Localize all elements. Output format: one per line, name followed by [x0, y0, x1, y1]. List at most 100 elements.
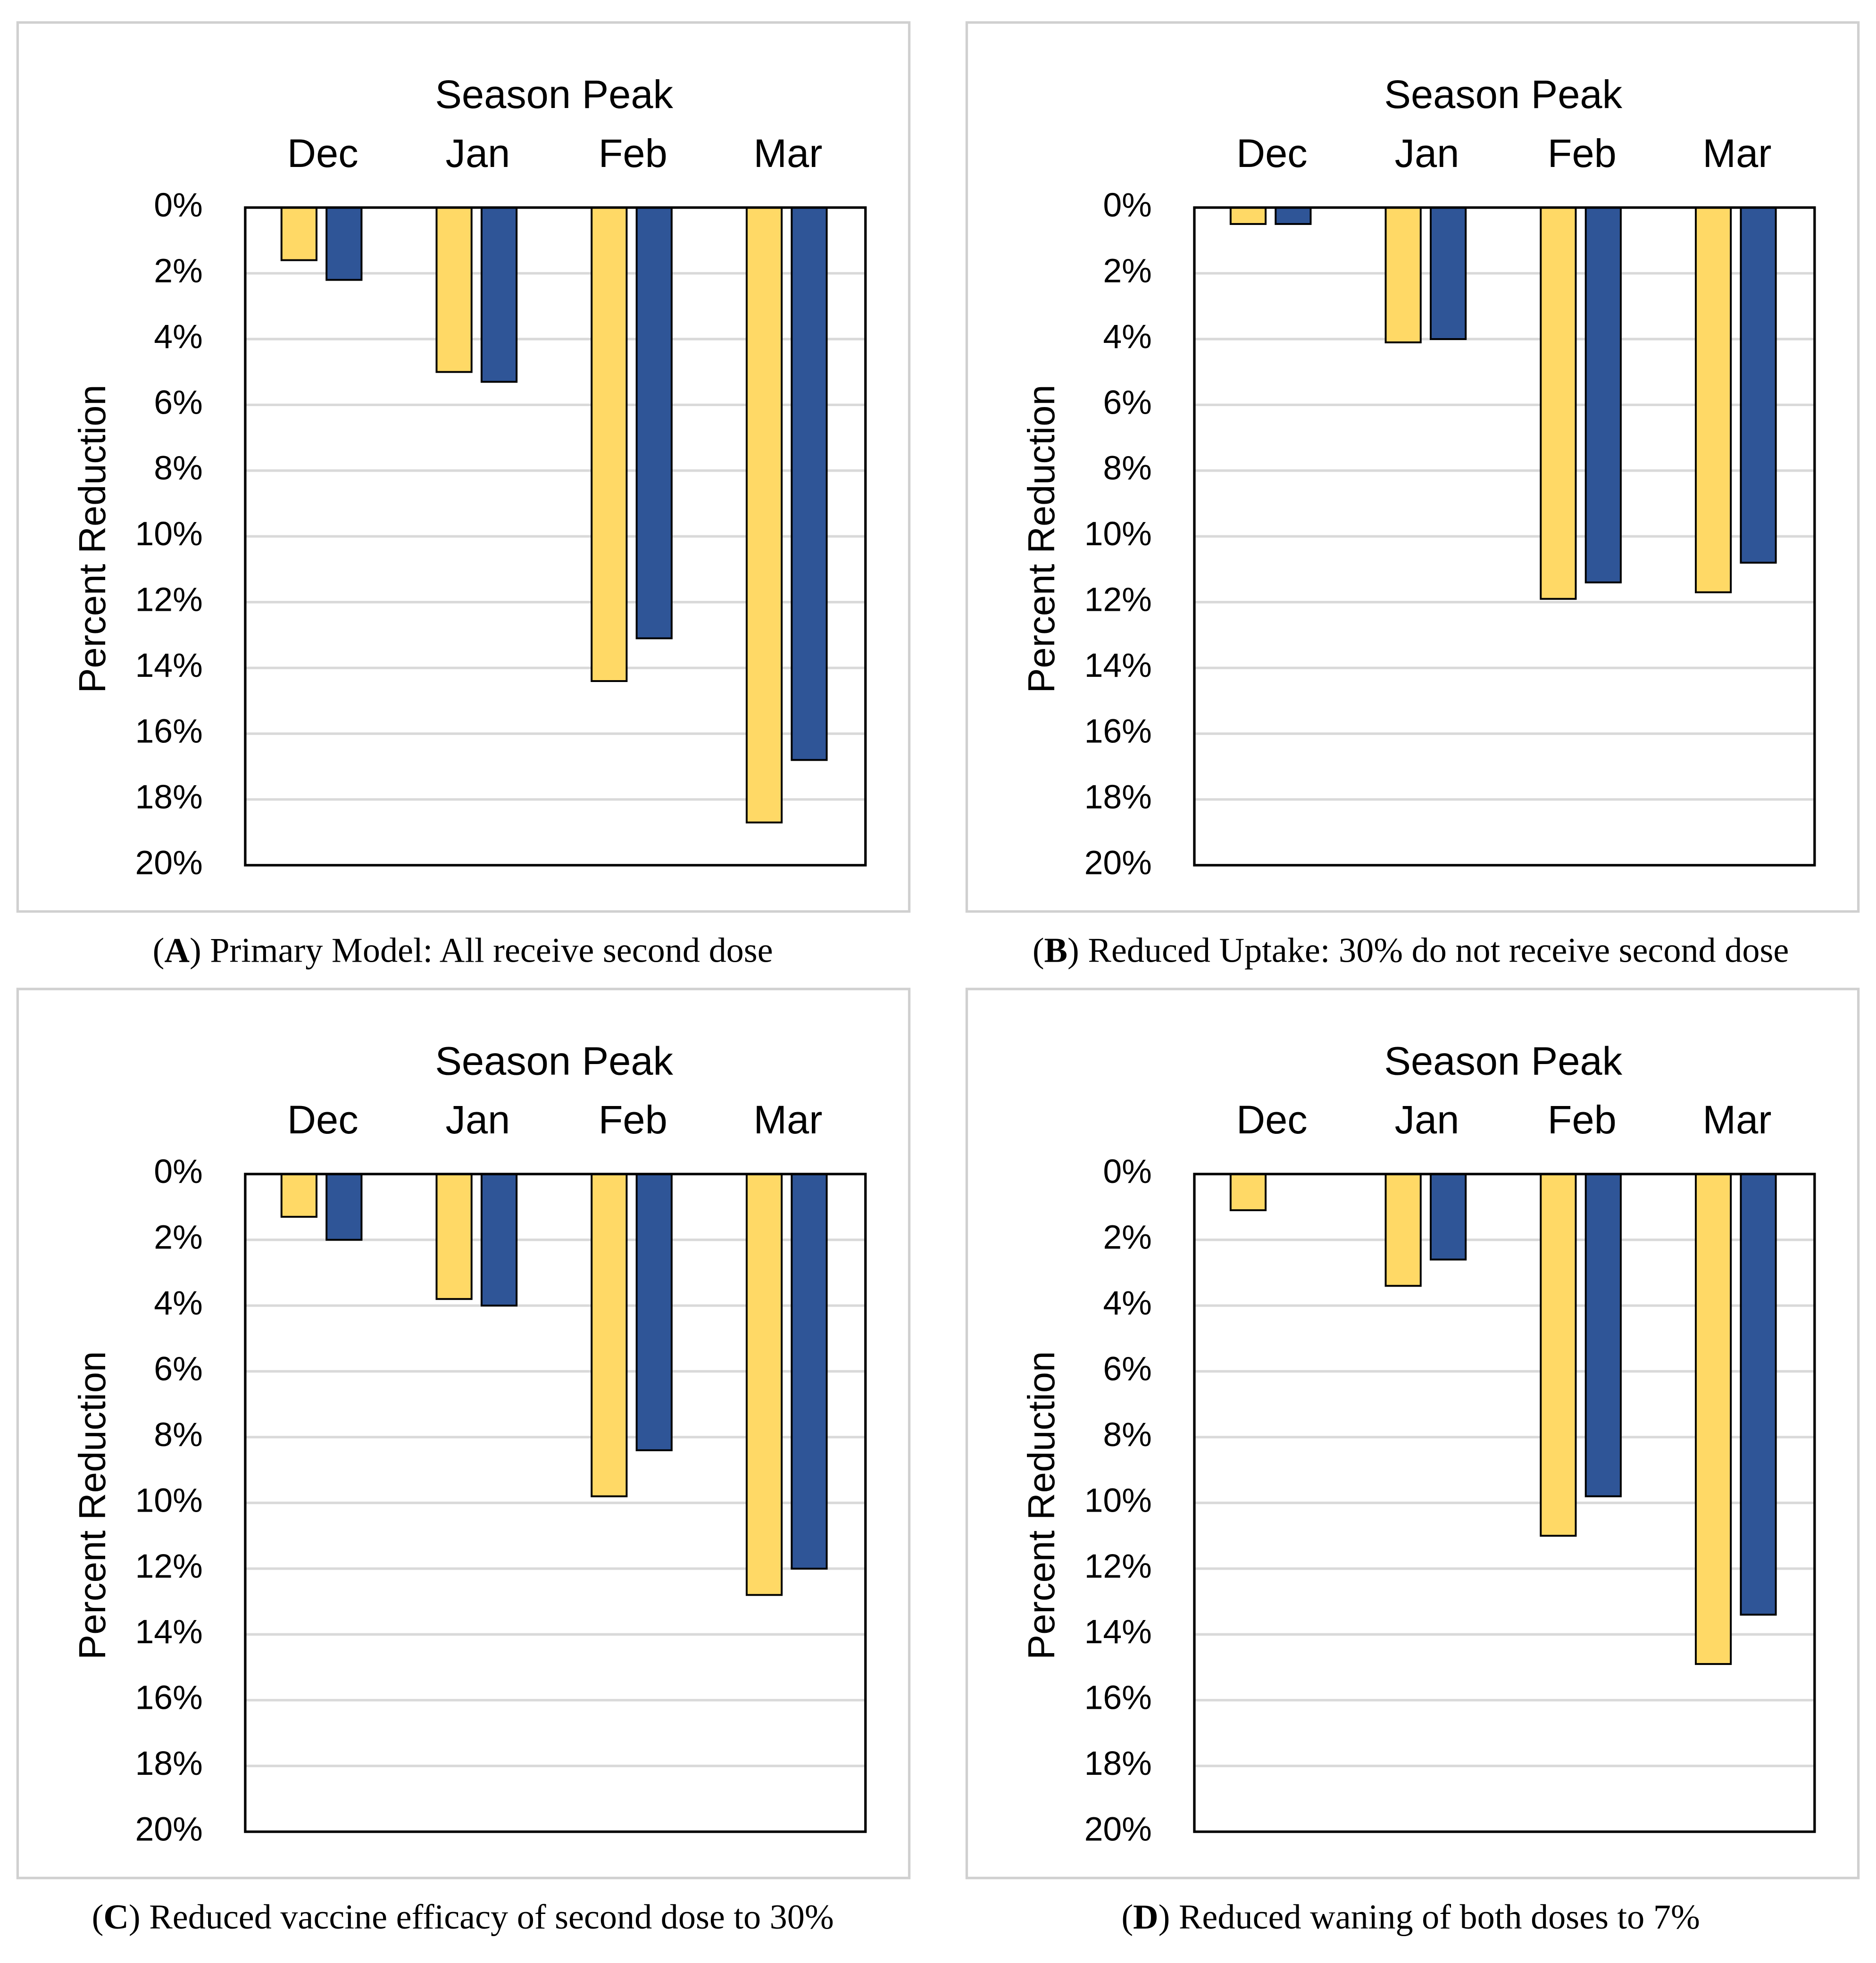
- panel: Season Peak 0% 2% 4% 6% 8% 10% 12% 14% 16% 18% 20% D…: [16, 988, 911, 1937]
- caption-part: D: [1133, 1898, 1159, 1937]
- bar: [1429, 207, 1467, 340]
- bar: [1384, 207, 1422, 343]
- y-tick-label: 4%: [154, 1284, 202, 1322]
- x-category-label: Feb: [1548, 131, 1617, 175]
- bar: [480, 1173, 518, 1307]
- y-tick-label: 12%: [1084, 1547, 1152, 1585]
- x-category-label: Feb: [599, 1097, 667, 1142]
- y-tick-label: 8%: [154, 1416, 202, 1454]
- y-tick-label: 2%: [1103, 1219, 1151, 1256]
- caption-part: ) Reduced Uptake: 30% do not receive sec…: [1067, 932, 1789, 970]
- y-tick-label: 4%: [154, 318, 202, 356]
- panel: Season Peak 0% 2% 4% 6% 8% 10% 12% 14% 16% 18% 20% D…: [965, 988, 1860, 1937]
- chart-title: Season Peak: [1384, 72, 1622, 116]
- y-tick-label: 16%: [1084, 712, 1152, 750]
- x-category-label: Mar: [1702, 1097, 1771, 1142]
- caption-part: (: [1121, 1898, 1133, 1937]
- bar: [1584, 207, 1622, 583]
- y-tick-label: 14%: [1084, 647, 1152, 684]
- caption-part: C: [103, 1898, 129, 1937]
- bar: [280, 207, 317, 261]
- bar: [1584, 1173, 1622, 1497]
- y-tick-label: 8%: [1103, 449, 1151, 487]
- y-tick-label: 4%: [1103, 1284, 1151, 1322]
- x-category-label: Mar: [753, 1097, 822, 1142]
- y-tick-label: 20%: [1084, 1811, 1152, 1848]
- y-tick-label: 10%: [1084, 1481, 1152, 1519]
- caption: (D) Reduced waning of both doses to 7%: [1121, 1898, 1700, 1937]
- panel-frame: [965, 21, 1860, 913]
- bar: [325, 1173, 363, 1241]
- y-tick-label: 8%: [1103, 1416, 1151, 1454]
- x-category-label: Mar: [1702, 131, 1771, 175]
- caption-part: (: [92, 1898, 104, 1937]
- y-tick-label: 20%: [135, 1811, 203, 1848]
- plot-border: [244, 206, 867, 867]
- y-tick-label: 0%: [154, 186, 202, 224]
- bar: [435, 1173, 473, 1300]
- caption: (B) Reduced Uptake: 30% do not receive s…: [1033, 932, 1789, 970]
- y-tick-label: 10%: [1084, 515, 1152, 553]
- y-tick-label: 0%: [154, 1153, 202, 1190]
- chart-title: Season Peak: [1384, 1038, 1622, 1083]
- y-tick-label: 18%: [135, 1745, 203, 1782]
- panel: Season Peak 0% 2% 4% 6% 8% 10% 12% 14% 16% 18% 20% D…: [965, 21, 1860, 970]
- y-tick-label: 16%: [135, 1679, 203, 1717]
- y-tick-label: 20%: [135, 844, 203, 882]
- y-tick-label: 8%: [154, 449, 202, 487]
- bar: [745, 207, 783, 823]
- y-tick-label: 16%: [1084, 1679, 1152, 1717]
- y-tick-label: 12%: [1084, 581, 1152, 619]
- bar: [1229, 1173, 1267, 1211]
- caption-part: A: [164, 932, 190, 970]
- bar: [635, 1173, 673, 1451]
- chart-title: Season Peak: [435, 72, 673, 116]
- y-tick-label: 0%: [1103, 186, 1151, 224]
- bar: [435, 207, 473, 373]
- x-category-label: Jan: [446, 1097, 510, 1142]
- x-category-label: Mar: [753, 131, 822, 175]
- y-tick-label: 18%: [135, 778, 203, 816]
- y-tick-label: 14%: [135, 1613, 203, 1651]
- bar: [280, 1173, 317, 1218]
- y-tick-label: 12%: [135, 581, 203, 619]
- panel-frame: [16, 988, 911, 1880]
- plot-border: [244, 1173, 867, 1833]
- panel-frame: [965, 988, 1860, 1880]
- bar: [791, 207, 828, 761]
- panel: Season Peak 0% 2% 4% 6% 8% 10% 12% 14% 16% 18% 20% D…: [16, 21, 911, 970]
- bar: [1694, 207, 1732, 593]
- y-tick-label: 10%: [135, 515, 203, 553]
- y-tick-label: 12%: [135, 1547, 203, 1585]
- y-tick-label: 0%: [1103, 1153, 1151, 1190]
- y-tick-label: 6%: [154, 383, 202, 421]
- bar: [1740, 207, 1777, 564]
- y-tick-label: 2%: [154, 252, 202, 290]
- y-tick-label: 10%: [135, 1481, 203, 1519]
- x-category-label: Jan: [1395, 131, 1459, 175]
- y-axis-label: Percent Reduction: [71, 384, 113, 693]
- bar: [1229, 207, 1267, 225]
- panel-frame: [16, 21, 911, 913]
- plot-border: [1193, 206, 1816, 867]
- x-category-label: Dec: [287, 131, 359, 175]
- y-axis-label: Percent Reduction: [71, 1351, 113, 1660]
- caption-part: ) Reduced waning of both doses to 7%: [1159, 1898, 1700, 1937]
- bar: [1740, 1173, 1777, 1616]
- x-category-label: Dec: [1236, 131, 1308, 175]
- x-category-label: Jan: [1395, 1097, 1459, 1142]
- y-tick-label: 2%: [1103, 252, 1151, 290]
- plot-border: [1193, 1173, 1816, 1833]
- y-tick-label: 18%: [1084, 778, 1152, 816]
- bar: [1540, 207, 1577, 600]
- caption: (C) Reduced vaccine efficacy of second d…: [92, 1898, 834, 1937]
- y-tick-label: 6%: [1103, 383, 1151, 421]
- caption-part: (: [153, 932, 165, 970]
- y-tick-label: 6%: [154, 1350, 202, 1388]
- y-tick-label: 16%: [135, 712, 203, 750]
- y-tick-label: 6%: [1103, 1350, 1151, 1388]
- caption: (A) Primary Model: All receive second do…: [153, 932, 773, 970]
- bar: [745, 1173, 783, 1596]
- y-tick-label: 20%: [1084, 844, 1152, 882]
